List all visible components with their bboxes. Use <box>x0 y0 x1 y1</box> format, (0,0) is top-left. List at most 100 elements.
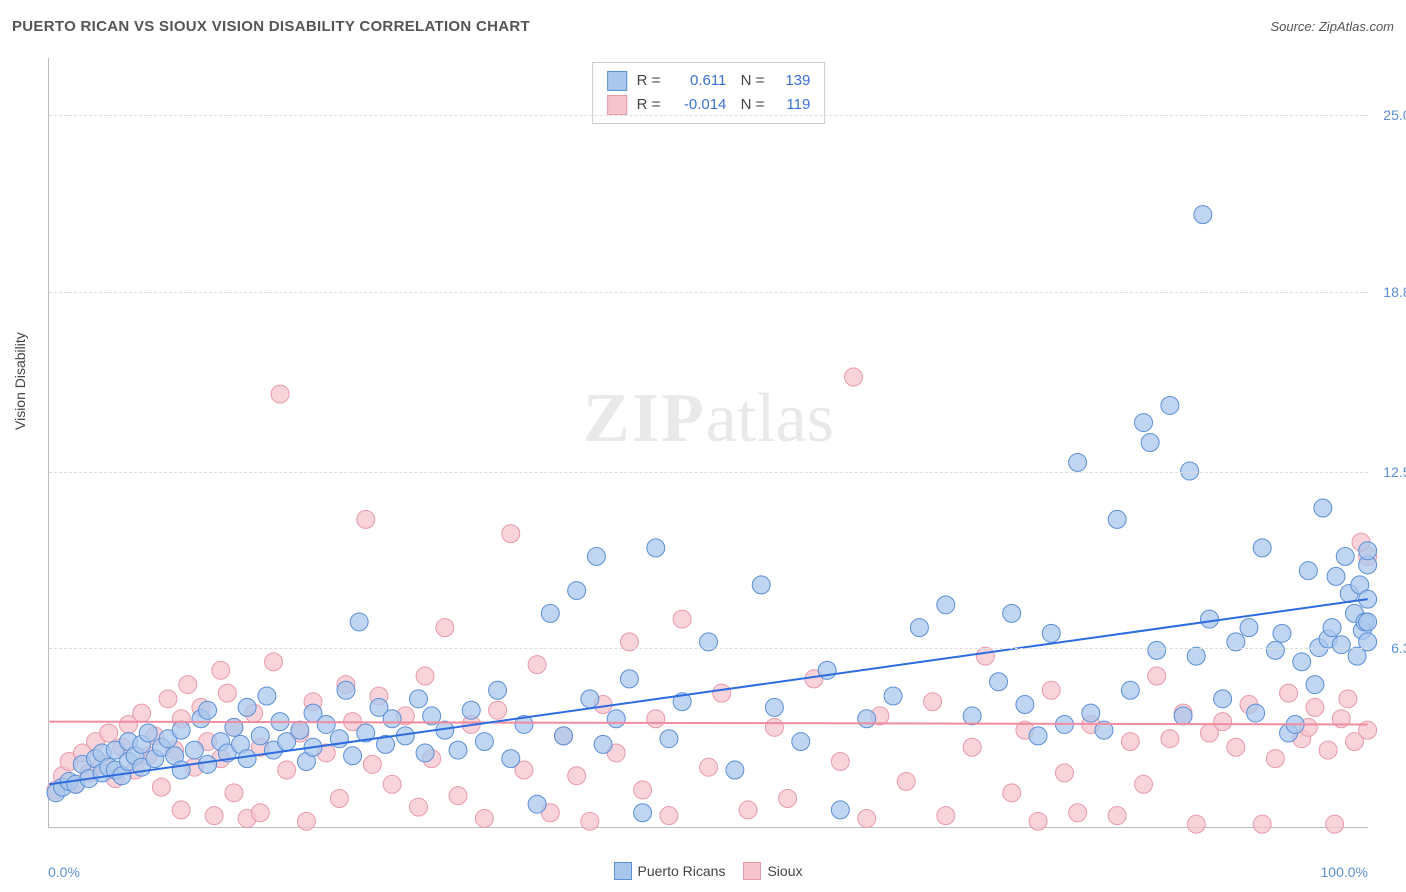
trend-line <box>49 599 1367 784</box>
data-point <box>449 741 467 759</box>
data-point <box>884 687 902 705</box>
data-point <box>172 721 190 739</box>
data-point <box>990 673 1008 691</box>
data-point <box>317 715 335 733</box>
data-point <box>1299 562 1317 580</box>
data-point <box>363 755 381 773</box>
data-point <box>937 596 955 614</box>
chart-plot-area: ZIPatlas R = 0.611 N = 139 R = -0.014 N … <box>48 58 1368 828</box>
data-point <box>1266 750 1284 768</box>
chart-header: PUERTO RICAN VS SIOUX VISION DISABILITY … <box>12 18 1394 35</box>
data-point <box>660 730 678 748</box>
data-point <box>1135 414 1153 432</box>
data-point <box>409 798 427 816</box>
data-point <box>792 733 810 751</box>
data-point <box>1319 741 1337 759</box>
data-point <box>765 698 783 716</box>
data-point <box>1161 396 1179 414</box>
data-point <box>199 755 217 773</box>
data-point <box>172 761 190 779</box>
data-point <box>581 812 599 830</box>
data-point <box>1306 676 1324 694</box>
data-point <box>337 681 355 699</box>
y-tick-label: 18.8% <box>1383 284 1406 300</box>
data-point <box>594 735 612 753</box>
data-point <box>462 701 480 719</box>
data-point <box>937 807 955 825</box>
data-point <box>673 610 691 628</box>
data-point <box>475 809 493 827</box>
data-point <box>278 761 296 779</box>
data-point <box>1253 815 1271 833</box>
data-point <box>779 790 797 808</box>
data-point <box>489 701 507 719</box>
data-point <box>581 690 599 708</box>
data-point <box>139 724 157 742</box>
data-point <box>910 619 928 637</box>
n-value-pink: 119 <box>774 93 810 117</box>
data-point <box>1121 733 1139 751</box>
data-point <box>528 795 546 813</box>
data-point <box>1042 681 1060 699</box>
footer-legend: Puerto Ricans Sioux <box>48 862 1368 880</box>
data-point <box>1240 619 1258 637</box>
data-point <box>620 670 638 688</box>
data-point <box>1214 713 1232 731</box>
data-point <box>1280 684 1298 702</box>
data-point <box>1323 619 1341 637</box>
data-point <box>1359 542 1377 560</box>
gridline <box>49 292 1368 293</box>
data-point <box>179 676 197 694</box>
data-point <box>634 804 652 822</box>
data-point <box>726 761 744 779</box>
data-point <box>1029 727 1047 745</box>
data-point <box>383 775 401 793</box>
gridline <box>49 472 1368 473</box>
data-point <box>1069 453 1087 471</box>
data-point <box>1141 434 1159 452</box>
data-point <box>416 744 434 762</box>
data-point <box>1148 641 1166 659</box>
data-point <box>172 801 190 819</box>
data-point <box>199 701 217 719</box>
data-point <box>555 727 573 745</box>
r-value-pink: -0.014 <box>670 93 726 117</box>
data-point <box>205 807 223 825</box>
data-point <box>1121 681 1139 699</box>
data-point <box>607 710 625 728</box>
stats-row-pink: R = -0.014 N = 119 <box>607 93 811 117</box>
data-point <box>739 801 757 819</box>
y-tick-label: 12.5% <box>1383 464 1406 480</box>
data-point <box>238 750 256 768</box>
data-point <box>1336 547 1354 565</box>
data-point <box>1003 784 1021 802</box>
legend-swatch-pink <box>607 95 627 115</box>
data-point <box>1194 206 1212 224</box>
trend-line <box>49 722 1367 725</box>
data-point <box>297 812 315 830</box>
data-point <box>1253 539 1271 557</box>
data-point <box>1200 610 1218 628</box>
data-point <box>647 710 665 728</box>
data-point <box>897 772 915 790</box>
data-point <box>436 619 454 637</box>
data-point <box>1273 624 1291 642</box>
legend-swatch-blue-footer <box>614 862 632 880</box>
data-point <box>1359 613 1377 631</box>
data-point <box>475 733 493 751</box>
data-point <box>831 801 849 819</box>
data-point <box>858 710 876 728</box>
data-point <box>502 750 520 768</box>
y-tick-label: 6.3% <box>1391 640 1406 656</box>
data-point <box>1327 567 1345 585</box>
n-value-blue: 139 <box>774 69 810 93</box>
gridline <box>49 115 1368 116</box>
data-point <box>660 807 678 825</box>
data-point <box>251 804 269 822</box>
data-point <box>350 613 368 631</box>
data-point <box>264 653 282 671</box>
data-point <box>924 693 942 711</box>
data-point <box>409 690 427 708</box>
data-point <box>152 778 170 796</box>
data-point <box>1029 812 1047 830</box>
